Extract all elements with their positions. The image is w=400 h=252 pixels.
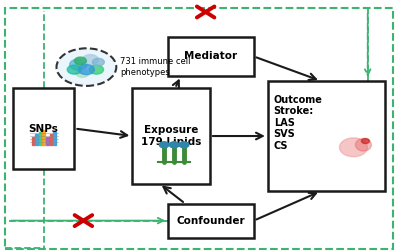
Text: 731 immune cell
phenotypes: 731 immune cell phenotypes	[120, 57, 191, 77]
Ellipse shape	[340, 138, 368, 157]
Bar	[268, 81, 385, 191]
Bar	[168, 204, 254, 238]
Circle shape	[67, 65, 82, 74]
Bar	[32, 137, 34, 145]
Bar	[42, 130, 45, 145]
Bar	[39, 132, 42, 145]
Bar	[50, 134, 52, 145]
Circle shape	[144, 130, 204, 167]
Text: Mediator: Mediator	[184, 51, 238, 61]
Circle shape	[89, 65, 104, 74]
Text: Outcome
Stroke:
LAS
SVS
CS: Outcome Stroke: LAS SVS CS	[274, 95, 323, 151]
Circle shape	[78, 65, 94, 75]
Circle shape	[332, 131, 383, 164]
Circle shape	[169, 142, 179, 148]
Circle shape	[179, 142, 189, 148]
Ellipse shape	[356, 139, 372, 151]
Text: Confounder: Confounder	[177, 216, 245, 226]
Bar	[132, 88, 210, 184]
Circle shape	[159, 142, 169, 148]
Bar	[53, 132, 56, 145]
Bar	[46, 137, 49, 145]
Bar	[168, 37, 254, 76]
Circle shape	[74, 57, 86, 65]
Circle shape	[362, 139, 370, 144]
Bar	[13, 88, 74, 169]
Circle shape	[92, 58, 104, 66]
Bar	[35, 134, 38, 145]
Text: Exposure
179 Lipids: Exposure 179 Lipids	[141, 125, 201, 147]
Circle shape	[82, 55, 98, 65]
Circle shape	[70, 59, 87, 70]
Circle shape	[56, 48, 116, 86]
Circle shape	[76, 69, 89, 77]
Text: SNPs: SNPs	[29, 123, 58, 134]
Circle shape	[21, 123, 67, 152]
